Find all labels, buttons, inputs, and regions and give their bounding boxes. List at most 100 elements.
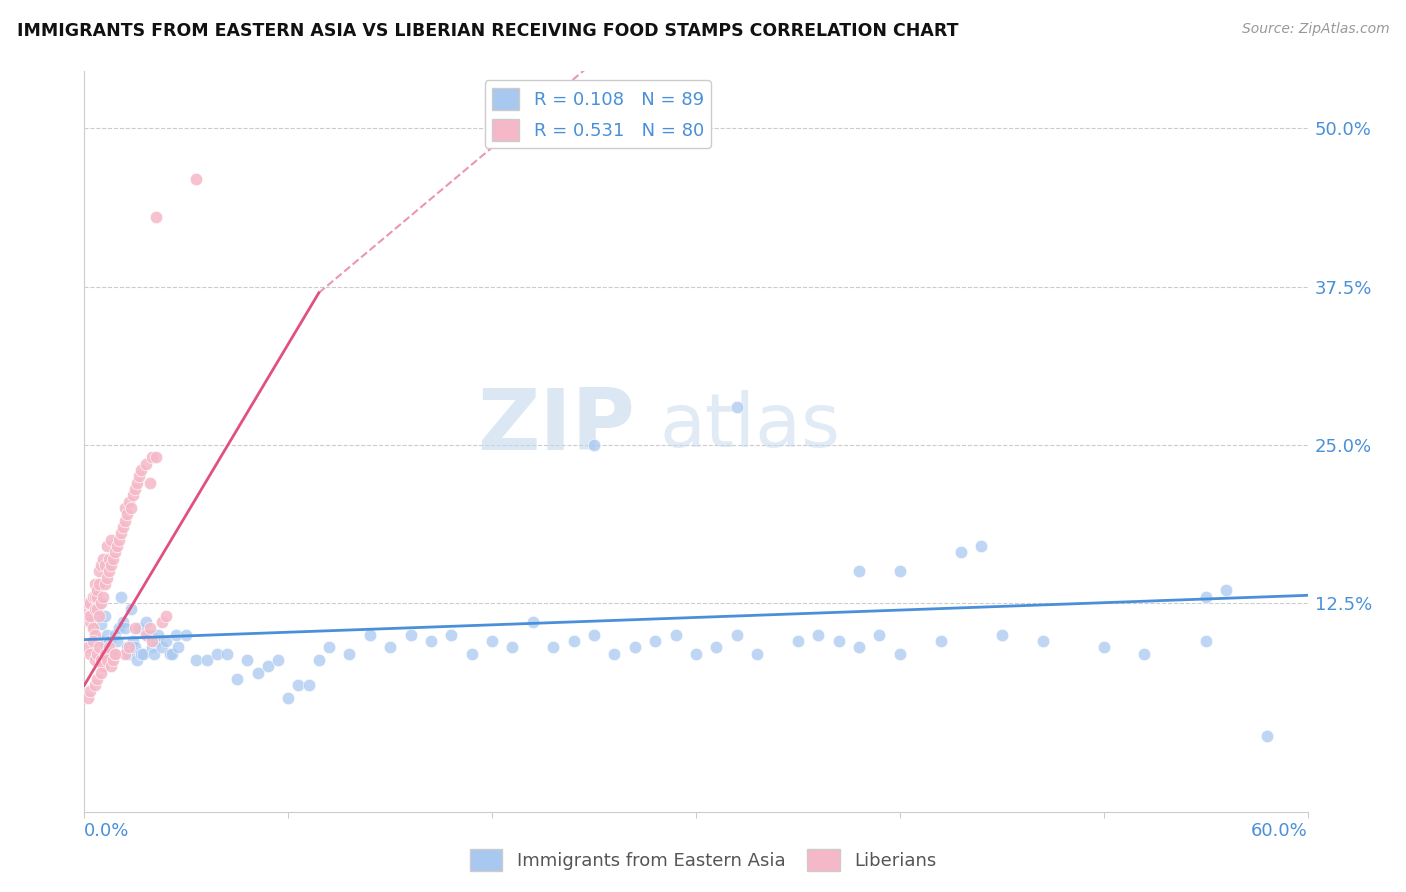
Point: [100, 533, 122, 547]
Point: [848, 564, 870, 578]
Point: [93, 558, 115, 572]
Point: [155, 633, 177, 648]
Point: [104, 647, 127, 661]
Point: [90, 596, 112, 610]
Point: [105, 633, 128, 648]
Point: [120, 500, 142, 515]
Point: [146, 627, 169, 641]
Point: [87, 596, 110, 610]
Point: [380, 640, 402, 655]
Point: [145, 633, 167, 648]
Point: [77, 596, 100, 610]
Point: [828, 633, 851, 648]
Point: [246, 665, 269, 680]
Point: [150, 640, 173, 655]
Point: [725, 400, 748, 414]
Point: [112, 615, 135, 629]
Point: [93, 577, 115, 591]
Point: [124, 482, 146, 496]
Point: [83, 602, 105, 616]
Point: [105, 539, 128, 553]
Point: [991, 627, 1014, 641]
Point: [83, 678, 105, 692]
Point: [217, 647, 239, 661]
Point: [1195, 590, 1218, 604]
Point: [339, 647, 361, 661]
Point: [787, 633, 810, 648]
Point: [725, 627, 748, 641]
Point: [186, 172, 208, 186]
Point: [97, 551, 120, 566]
Point: [120, 602, 142, 616]
Point: [127, 475, 149, 490]
Point: [118, 640, 141, 655]
Point: [110, 526, 132, 541]
Point: [970, 539, 993, 553]
Point: [77, 690, 100, 705]
Point: [118, 494, 141, 508]
Point: [122, 488, 145, 502]
Text: atlas: atlas: [659, 390, 841, 463]
Point: [90, 665, 112, 680]
Text: ZIP: ZIP: [477, 385, 636, 468]
Point: [1092, 640, 1115, 655]
Point: [93, 647, 115, 661]
Point: [90, 558, 112, 572]
Point: [132, 647, 155, 661]
Point: [112, 520, 135, 534]
Point: [1256, 729, 1278, 743]
Legend: R = 0.108   N = 89, R = 0.531   N = 80: R = 0.108 N = 89, R = 0.531 N = 80: [485, 80, 711, 148]
Point: [83, 577, 105, 591]
Point: [159, 647, 181, 661]
Point: [83, 590, 105, 604]
Point: [155, 608, 177, 623]
Point: [101, 653, 124, 667]
Point: [807, 627, 830, 641]
Point: [82, 621, 104, 635]
Point: [104, 647, 127, 661]
Point: [174, 627, 197, 641]
Text: 60.0%: 60.0%: [1251, 822, 1308, 840]
Point: [165, 627, 187, 641]
Point: [77, 608, 100, 623]
Point: [91, 659, 114, 673]
Point: [128, 469, 150, 483]
Point: [160, 647, 183, 661]
Point: [644, 633, 666, 648]
Point: [889, 647, 911, 661]
Point: [87, 608, 110, 623]
Point: [128, 621, 150, 635]
Point: [138, 475, 160, 490]
Point: [665, 627, 688, 641]
Point: [502, 640, 524, 655]
Point: [287, 678, 309, 692]
Point: [83, 653, 105, 667]
Point: [124, 640, 146, 655]
Point: [100, 659, 122, 673]
Point: [318, 640, 340, 655]
Point: [1032, 633, 1054, 648]
Point: [277, 690, 299, 705]
Point: [104, 627, 127, 641]
Point: [114, 647, 136, 661]
Point: [83, 608, 105, 623]
Point: [96, 627, 118, 641]
Point: [138, 621, 160, 635]
Point: [399, 627, 422, 641]
Point: [118, 647, 141, 661]
Point: [115, 508, 138, 522]
Point: [97, 633, 120, 648]
Point: [186, 653, 208, 667]
Point: [86, 583, 108, 598]
Point: [131, 463, 153, 477]
Point: [75, 602, 97, 616]
Point: [86, 602, 108, 616]
Point: [145, 450, 167, 465]
Point: [869, 627, 891, 641]
Point: [135, 457, 157, 471]
Point: [97, 564, 120, 578]
Point: [110, 590, 132, 604]
Text: 0.0%: 0.0%: [84, 822, 129, 840]
Point: [141, 450, 163, 465]
Point: [583, 438, 606, 452]
